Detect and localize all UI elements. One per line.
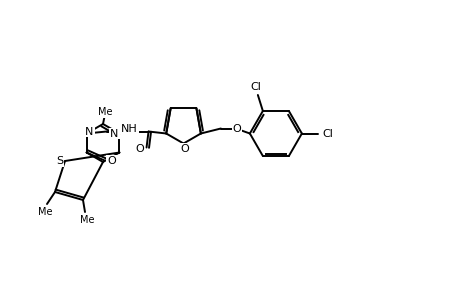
Text: O: O — [180, 143, 189, 154]
Text: O: O — [135, 143, 144, 154]
Text: Cl: Cl — [322, 128, 333, 139]
Text: NH: NH — [121, 124, 138, 134]
Text: Me: Me — [79, 215, 94, 225]
Text: Me: Me — [38, 207, 52, 217]
Text: Cl: Cl — [250, 82, 261, 92]
Text: N: N — [85, 127, 94, 136]
Text: N: N — [110, 128, 118, 139]
Text: O: O — [107, 155, 116, 166]
Text: Me: Me — [98, 107, 112, 117]
Text: S: S — [56, 156, 63, 166]
Text: O: O — [232, 124, 241, 134]
